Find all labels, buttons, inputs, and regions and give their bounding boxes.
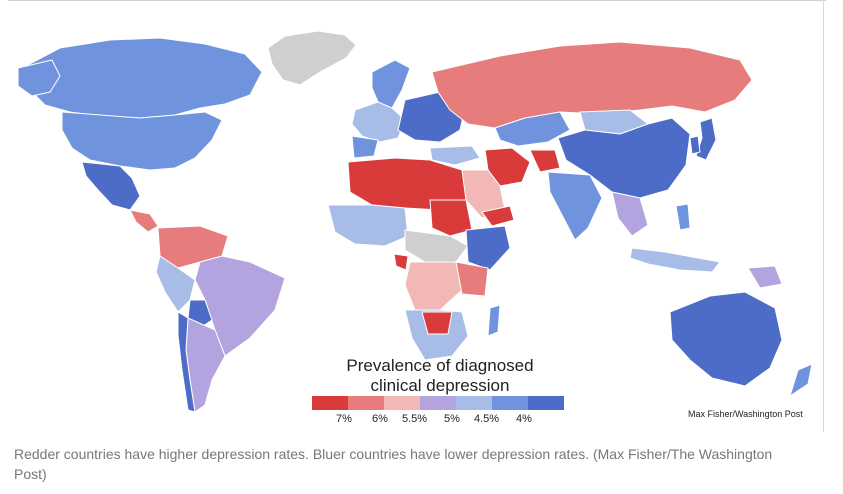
map-credit: Max Fisher/Washington Post: [688, 409, 803, 419]
legend-swatch: [420, 396, 456, 410]
region-southern-africa: [404, 309, 469, 361]
region-zambia: [421, 311, 453, 335]
region-afghanistan: [529, 149, 561, 173]
region-chile: [177, 311, 196, 413]
region-alaska: [17, 59, 61, 97]
region-liberia: [393, 253, 409, 271]
region-central-america: [129, 209, 159, 233]
figure-caption: Redder countries have higher depression …: [14, 446, 773, 482]
region-iberia: [351, 135, 379, 159]
region-usa: [61, 111, 223, 171]
legend-swatch: [384, 396, 420, 410]
legend-swatch: [312, 396, 348, 410]
right-divider: [823, 0, 824, 432]
region-canada: [21, 37, 263, 119]
legend-color-scale: [312, 396, 564, 410]
region-russia: [431, 41, 753, 129]
region-scandinavia: [371, 59, 411, 109]
legend-title-line1: Prevalence of diagnosed: [346, 356, 534, 375]
region-philippines: [675, 203, 691, 231]
legend-swatch: [348, 396, 384, 410]
region-papua: [747, 265, 783, 289]
legend-swatch: [492, 396, 528, 410]
region-west-africa: [327, 204, 409, 247]
legend-labels: 7% 6% 5.5% 5% 4.5% 4%: [312, 413, 572, 427]
region-japan: [695, 117, 717, 161]
region-india: [547, 171, 603, 241]
region-east-africa: [465, 225, 511, 271]
legend-label: 6%: [372, 413, 388, 425]
legend-title-line2: clinical depression: [370, 376, 510, 395]
region-indonesia: [629, 247, 721, 273]
legend-label: 5.5%: [402, 413, 428, 425]
legend-label: 5%: [444, 413, 460, 425]
region-greenland: [267, 30, 357, 86]
region-madagascar: [487, 304, 501, 337]
region-drc-angola: [404, 261, 463, 311]
region-sudan: [429, 199, 473, 237]
region-western-europe: [351, 101, 406, 143]
region-tanzania: [455, 261, 489, 297]
region-kazakhstan: [494, 111, 571, 147]
region-australia: [669, 291, 783, 387]
world-map: [17, 30, 813, 413]
world-map-figure: Prevalence of diagnosed clinical depress…: [8, 0, 826, 432]
region-new-zealand: [789, 363, 813, 398]
region-southeast-asia: [611, 191, 649, 237]
legend-label: 4%: [516, 413, 532, 425]
legend-title: Prevalence of diagnosed clinical depress…: [312, 356, 568, 396]
legend-label: 7%: [336, 413, 352, 425]
region-brazil: [194, 255, 286, 357]
region-peru: [155, 255, 196, 313]
region-turkey: [429, 145, 481, 166]
map-legend: Prevalence of diagnosed clinical depress…: [312, 356, 568, 425]
region-korea: [689, 135, 701, 155]
region-central-africa: [404, 229, 469, 263]
top-divider: [8, 0, 826, 1]
region-mexico: [81, 161, 141, 211]
legend-swatch: [528, 396, 564, 410]
legend-label: 4.5%: [474, 413, 500, 425]
region-yemen: [481, 205, 515, 227]
legend-swatch: [456, 396, 492, 410]
